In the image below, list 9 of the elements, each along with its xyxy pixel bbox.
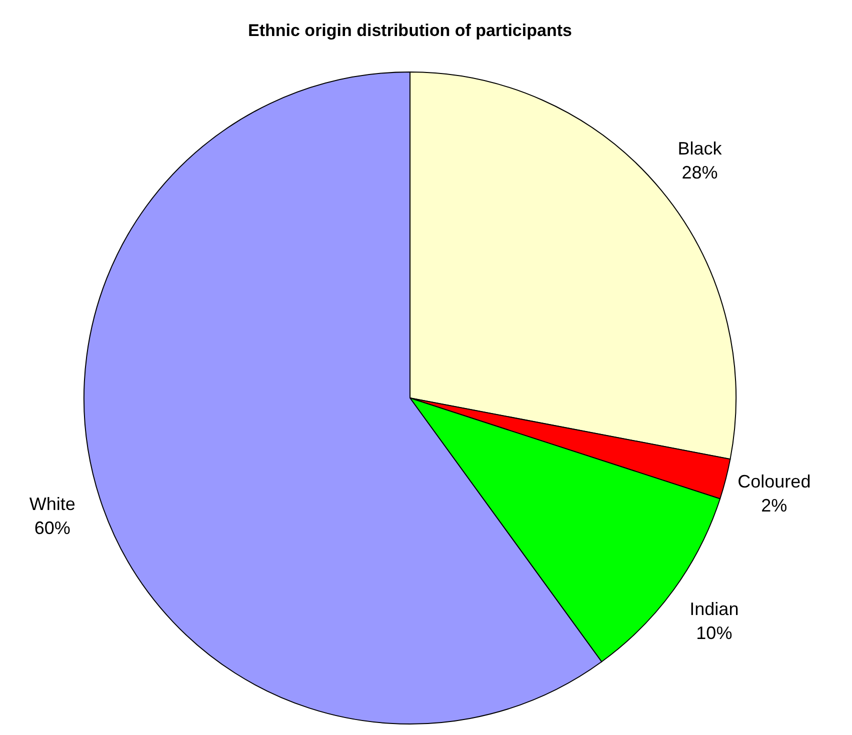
data-label: 10% <box>696 623 732 644</box>
slice-label: White <box>29 494 76 514</box>
data-label: 2% <box>761 496 788 516</box>
data-label: 60% <box>34 518 70 538</box>
slice-label: Black <box>678 138 723 158</box>
slice-label: Indian <box>690 599 739 620</box>
slice-label: Coloured <box>738 472 811 492</box>
chart-title: Ethnic origin distribution of participants <box>248 21 572 40</box>
data-label: 28% <box>682 162 718 182</box>
